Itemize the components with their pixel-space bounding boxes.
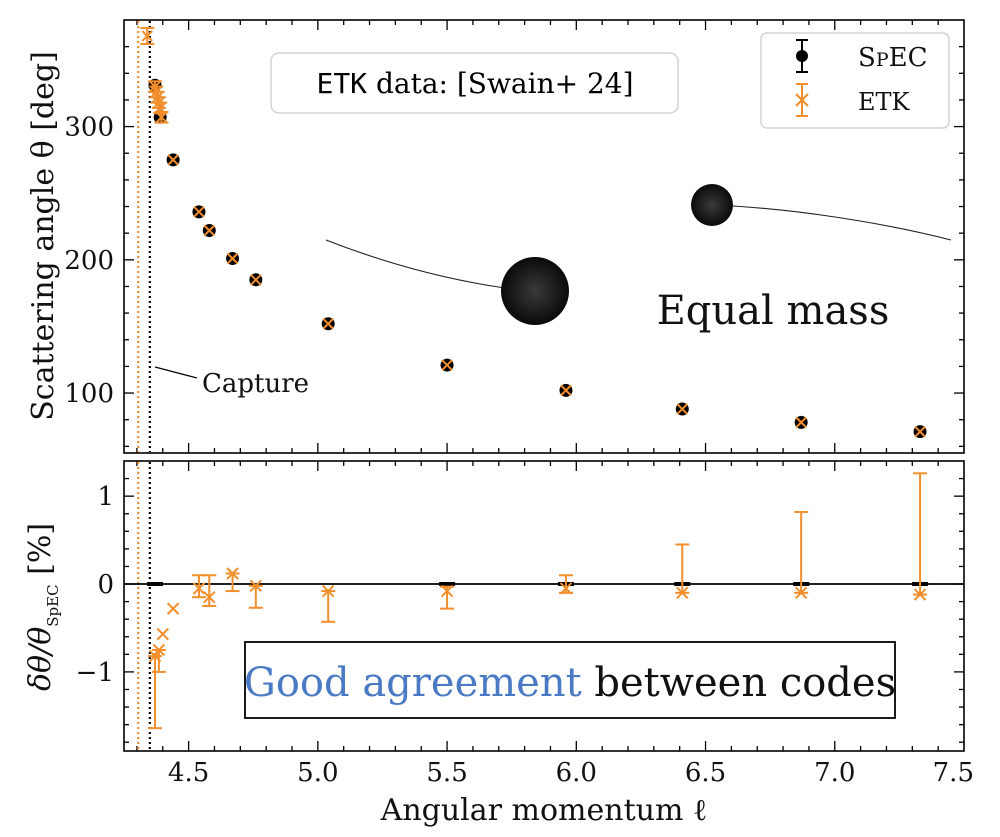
legend-etk-label: ETK [858, 88, 911, 116]
x-tick-label: 6.0 [556, 758, 597, 788]
legend-frame [760, 32, 950, 129]
etk-residual-point [203, 591, 216, 604]
etk-residual-point [559, 582, 573, 595]
source-box-text: ETK data: [Swain+ 24] [316, 67, 633, 100]
capture-label: Capture [202, 369, 309, 399]
bottom-y-axis-title: δθ/θSpEC [%] [23, 523, 62, 691]
etk-point [193, 206, 205, 218]
agreement-box-frame [244, 641, 896, 719]
top-data-marks [140, 26, 927, 439]
etk-point [560, 384, 572, 397]
etk-point [676, 403, 688, 415]
agreement-good: Good agreement [244, 660, 582, 706]
bottom-y-axis-main: δθ/θ [23, 627, 58, 691]
x-tick-label: 6.5 [685, 758, 726, 788]
agreement-rest: between codes [582, 660, 896, 706]
bottom-ytick-label: −1 [76, 658, 114, 688]
top-panel: 100 200 300 ETK data: [Swain+ 24] Equal ma… [26, 19, 965, 454]
black-hole-illustration [325, 184, 952, 325]
legend-etk-marker [795, 83, 809, 117]
x-tick-label: 4.5 [168, 758, 209, 788]
legend: SPEC ETK [760, 32, 950, 129]
bottom-data-marks [147, 472, 929, 730]
bottom-ytick-labels: −1 0 1 [76, 482, 114, 688]
bottom-capture-lines [137, 462, 151, 750]
top-ticks [124, 20, 964, 453]
black-hole-large-icon [501, 257, 569, 325]
capture-pointer [154, 366, 198, 379]
etk-residual-point [156, 627, 169, 641]
legend-spec-marker [796, 39, 808, 73]
top-ytick-label: 100 [64, 379, 114, 409]
etk-residual-point [913, 588, 927, 601]
trajectory-right [711, 204, 952, 241]
etk-point [914, 425, 926, 438]
etk-residual-point [794, 586, 808, 600]
etk-residual-point [249, 579, 263, 592]
top-y-axis-title: Scattering angle θ [deg] [26, 51, 61, 421]
etk-residual-point [440, 584, 454, 598]
etk-residual-point [226, 567, 239, 580]
etk-point [441, 359, 453, 371]
bottom-panel: −1 0 1 4.5 5.0 5.5 6.0 6.5 7.0 7.5 Good agreemen… [23, 460, 974, 828]
etk-point [322, 318, 334, 330]
top-ytick-label: 200 [64, 246, 114, 276]
bottom-ytick-label: 1 [97, 482, 114, 512]
source-box-frame [270, 52, 679, 114]
top-ytick-labels: 100 200 300 [64, 113, 114, 409]
black-hole-small-icon [691, 184, 733, 226]
x-tick-label: 7.5 [933, 758, 974, 788]
agreement-text: Good agreement between codes [244, 660, 896, 706]
bottom-y-axis-sub: SpEC [44, 584, 62, 626]
etk-residual-point [676, 586, 689, 600]
etk-point [250, 274, 262, 286]
x-tick-label: 7.0 [814, 758, 855, 788]
source-box-code: ETK [316, 67, 367, 100]
etk-residual-point [152, 643, 166, 657]
etk-point [167, 154, 179, 166]
etk-residual-point [192, 582, 206, 595]
bottom-y-axis-unit: [%] [23, 523, 58, 584]
agreement-box: Good agreement between codes [244, 641, 896, 719]
etk-residual-point [321, 584, 335, 598]
bottom-ytick-label: 0 [97, 570, 114, 600]
x-axis-title: Angular momentum ℓ [380, 793, 708, 828]
etk-residual-point [166, 602, 180, 615]
x-tick-label: 5.0 [297, 758, 338, 788]
etk-point [203, 224, 215, 237]
trajectory-left [325, 239, 506, 289]
source-box: ETK data: [Swain+ 24] [270, 52, 679, 114]
legend-spec-label: SPEC [858, 43, 927, 73]
etk-point [795, 416, 807, 429]
source-box-rest: data: [Swain+ 24] [367, 67, 633, 100]
equal-mass-label: Equal mass [657, 288, 890, 334]
etk-point [226, 252, 239, 265]
bottom-ticks [124, 461, 964, 751]
top-ytick-label: 300 [64, 113, 114, 143]
x-tick-label: 5.5 [426, 758, 467, 788]
etk-point [155, 111, 168, 123]
etk-point [141, 30, 153, 42]
bottom-xtick-labels: 4.5 5.0 5.5 6.0 6.5 7.0 7.5 [168, 758, 974, 788]
